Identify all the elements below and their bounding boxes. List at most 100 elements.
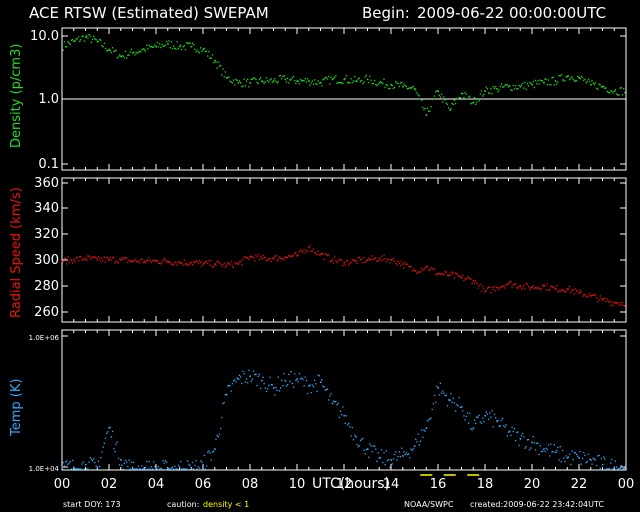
density-data-point [220,64,222,67]
speed-data-point [473,282,476,284]
density-data-point [221,74,223,76]
temp-data-point [118,464,121,466]
temp-data-point [339,410,342,412]
temp-data-point [463,415,465,417]
speed-data-point [298,250,301,253]
temp-data-point [115,443,117,445]
temp-data-point [600,457,603,460]
speed-data-point [504,287,506,289]
temp-data-point [402,455,404,457]
speed-data-point [136,261,138,263]
density-data-point [257,82,259,85]
temp-data-point [270,384,272,386]
speed-data-point [257,253,259,256]
density-data-point [71,39,74,41]
speed-data-point [86,259,88,261]
temp-data-point [373,445,376,447]
temp-data-point [73,466,75,469]
temp-data-point [524,447,526,449]
speed-data-point [509,280,511,283]
temp-data-point [596,464,598,467]
speed-data-point [205,260,208,262]
speed-data-point [355,260,357,263]
density-data-point [585,82,587,84]
speed-data-point [129,260,131,262]
density-data-point [210,57,212,59]
density-data-point [586,80,588,83]
temp-data-point [336,404,338,406]
temp-data-point [319,381,322,384]
temp-data-point [583,451,585,454]
density-data-point [224,71,227,73]
temp-data-point [68,462,70,464]
speed-data-point [510,280,512,283]
temp-data-point [289,380,291,383]
density-data-point [138,50,141,53]
temp-data-point [413,445,416,448]
temp-data-point [563,457,565,459]
speed-data-point [378,257,381,260]
density-data-point [223,76,225,78]
speed-data-point [68,261,70,263]
temp-data-point [245,378,248,380]
temp-data-point [237,378,240,380]
speed-data-point [163,257,165,260]
x-tick-label: 18 [477,477,494,492]
temp-data-point [153,461,155,463]
density-data-point [324,77,326,79]
density-data-point [416,92,418,94]
speed-data-point [324,253,326,255]
temp-data-point [390,459,392,461]
speed-data-point [540,287,543,289]
speed-data-point [547,289,550,291]
speed-panel-frame [61,177,627,323]
temp-data-point [496,420,498,423]
speed-data-point [93,256,95,258]
density-data-point [598,83,600,85]
speed-data-point [306,250,309,253]
density-data-point [566,75,569,78]
density-axis-label: Density (p/cm3) [9,44,24,148]
speed-data-point [585,295,587,297]
speed-data-point [566,288,569,290]
speed-data-point [612,305,614,307]
speed-data-point [160,263,162,265]
speed-data-point [623,304,625,307]
speed-data-point [447,275,450,277]
density-data-point [182,46,184,48]
temp-data-point [242,370,244,373]
temp-data-point [570,463,572,466]
temp-data-point [601,463,604,466]
density-data-point [287,77,289,80]
density-data-point [351,81,353,84]
temp-data-point [532,436,534,438]
density-data-point [550,84,552,86]
temp-data-point [417,433,419,435]
speed-data-point [525,282,527,285]
temp-data-point [113,448,115,450]
density-data-point [451,102,453,105]
speed-data-point [249,256,251,258]
density-data-point [205,50,208,52]
density-data-point [612,92,614,94]
density-data-point [200,47,202,49]
speed-data-point [573,293,575,295]
density-data-point [113,51,115,53]
density-data-point [534,79,537,82]
temp-data-point [328,399,330,401]
speed-data-point [310,250,312,253]
speed-data-point [99,257,101,260]
density-data-point [249,82,251,84]
speed-data-point [483,288,485,290]
temp-data-point [370,445,372,447]
density-data-point [93,35,95,38]
density-data-point [507,85,510,88]
density-data-point [526,83,528,85]
temp-data-point [278,390,281,392]
speed-data-point [479,283,481,285]
temp-data-point [527,438,530,441]
density-data-point [432,98,434,100]
density-data-point [254,77,256,79]
speed-data-point [596,296,598,299]
speed-data-point [126,257,128,259]
